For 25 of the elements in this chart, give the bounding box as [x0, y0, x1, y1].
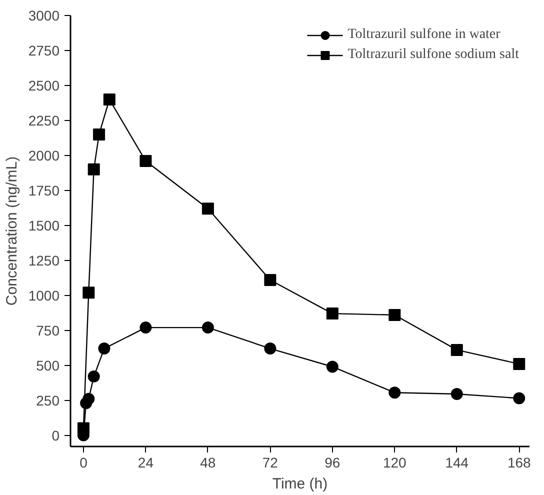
- x-tick-label: 144: [445, 454, 469, 470]
- legend-label: Toltrazuril sulfone sodium salt: [348, 47, 519, 63]
- legend-label: Toltrazuril sulfone in water: [348, 27, 500, 43]
- y-tick-label: 2250: [28, 112, 60, 128]
- y-tick-label: 0: [52, 427, 60, 444]
- y-tick-label: 3000: [28, 8, 60, 24]
- x-tick-label: 0: [80, 454, 88, 470]
- x-tick-label: 96: [324, 454, 340, 470]
- y-tick-label: 750: [36, 322, 60, 338]
- y-tick-label: 1000: [28, 287, 60, 304]
- y-tick-label: 250: [36, 392, 60, 408]
- y-tick-label: 1500: [28, 217, 60, 234]
- x-tick-label: 168: [507, 454, 532, 470]
- y-tick-label: 500: [36, 357, 60, 374]
- x-axis-title: Time (h): [272, 476, 328, 492]
- y-axis-title: Concentration (ng/mL): [3, 156, 20, 306]
- y-tick-label: 1250: [28, 252, 60, 268]
- x-tick-label: 24: [138, 454, 154, 470]
- x-tick-label: 120: [382, 454, 407, 470]
- x-tick-label: 48: [200, 454, 216, 470]
- y-tick-label: 2750: [28, 42, 60, 58]
- y-tick-label: 1750: [28, 182, 60, 198]
- y-tick-label: 2000: [28, 147, 60, 164]
- x-tick-label: 72: [262, 454, 278, 470]
- y-tick-label: 2500: [28, 77, 60, 94]
